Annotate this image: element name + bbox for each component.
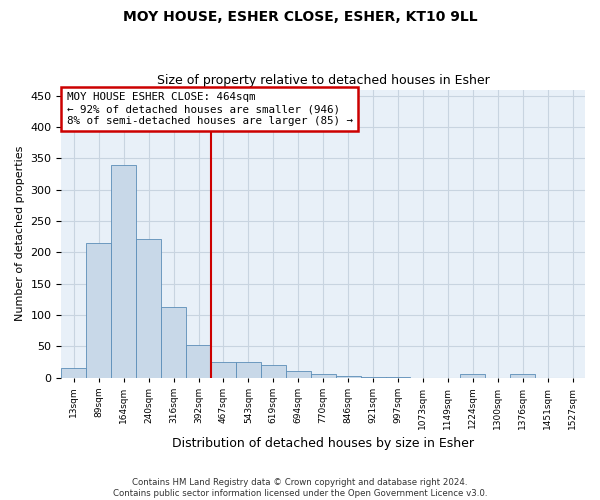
Bar [136,238,161,378]
Bar [161,308,186,378]
Bar [111,164,136,378]
X-axis label: Distribution of detached houses by size in Esher: Distribution of detached houses by size … [172,437,474,450]
Bar [61,368,86,378]
Bar [386,377,410,378]
Bar [186,345,211,378]
Text: MOY HOUSE, ESHER CLOSE, ESHER, KT10 9LL: MOY HOUSE, ESHER CLOSE, ESHER, KT10 9LL [122,10,478,24]
Bar [86,243,111,378]
Bar [335,376,361,378]
Bar [286,372,311,378]
Bar [460,374,485,378]
Bar [311,374,335,378]
Bar [261,365,286,378]
Title: Size of property relative to detached houses in Esher: Size of property relative to detached ho… [157,74,490,87]
Bar [361,377,386,378]
Text: MOY HOUSE ESHER CLOSE: 464sqm
← 92% of detached houses are smaller (946)
8% of s: MOY HOUSE ESHER CLOSE: 464sqm ← 92% of d… [67,92,353,126]
Text: Contains HM Land Registry data © Crown copyright and database right 2024.
Contai: Contains HM Land Registry data © Crown c… [113,478,487,498]
Bar [236,362,261,378]
Y-axis label: Number of detached properties: Number of detached properties [15,146,25,321]
Bar [211,362,236,378]
Bar [510,374,535,378]
